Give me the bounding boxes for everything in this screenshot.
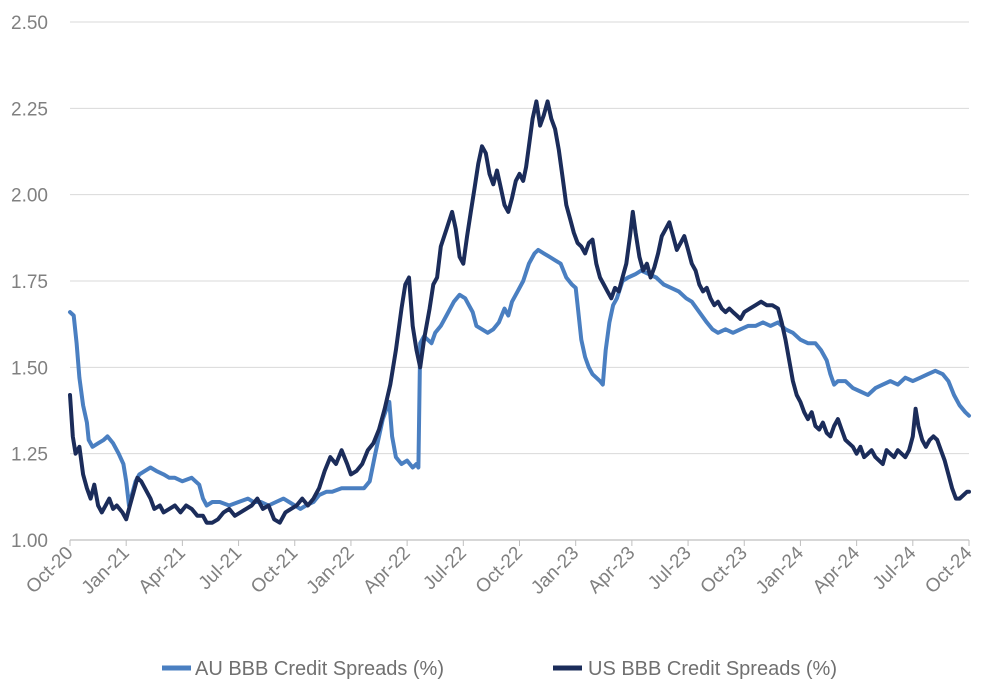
x-tick-label: Apr-24 — [809, 542, 864, 597]
series-line-us-bbb — [68, 99, 971, 525]
gridlines — [70, 21, 969, 455]
legend-item-au: AU BBB Credit Spreads (%) — [162, 658, 444, 680]
x-tick-label: Jan-22 — [303, 543, 359, 599]
x-tick-label: Jul-22 — [419, 543, 470, 594]
x-tick-label: Jan-23 — [527, 543, 583, 599]
y-tick-label: 2.00 — [11, 186, 48, 207]
y-tick-label: 2.50 — [11, 13, 48, 34]
y-tick-label: 1.50 — [11, 358, 48, 379]
x-tick-label: Oct-24 — [921, 542, 976, 597]
y-tick-label: 1.25 — [11, 445, 48, 466]
legend-item-us: US BBB Credit Spreads (%) — [553, 658, 837, 680]
y-axis-ticks: 1.00 1.25 1.50 1.75 2.00 2.25 2.50 — [11, 13, 48, 552]
x-tick-label: Jul-23 — [644, 543, 695, 594]
series-lines — [68, 99, 971, 525]
x-tick-label: Oct-22 — [472, 543, 527, 598]
y-tick-label: 1.00 — [11, 531, 48, 552]
x-tick-label: Jan-24 — [752, 542, 808, 598]
x-tick-label: Apr-21 — [135, 543, 190, 598]
legend-label-au: AU BBB Credit Spreads (%) — [195, 658, 444, 680]
x-tick-label: Oct-23 — [697, 543, 752, 598]
legend-label-us: US BBB Credit Spreads (%) — [588, 658, 837, 680]
x-tick-label: Jul-24 — [869, 542, 921, 594]
y-tick-label: 1.75 — [11, 272, 48, 293]
series-line-au-bbb — [68, 247, 971, 511]
x-tick-label: Jan-21 — [78, 543, 134, 599]
x-tick-label: Apr-23 — [584, 543, 639, 598]
legend: AU BBB Credit Spreads (%) US BBB Credit … — [162, 658, 837, 680]
x-axis-ticks: Oct-20 Jan-21 Apr-21 Jul-21 Oct-21 Jan-22 Apr-… — [22, 540, 977, 599]
x-tick-label: Apr-22 — [359, 543, 414, 598]
x-tick-label: Jul-21 — [195, 543, 246, 594]
x-tick-label: Oct-21 — [247, 543, 302, 598]
y-tick-label: 2.25 — [11, 99, 48, 120]
